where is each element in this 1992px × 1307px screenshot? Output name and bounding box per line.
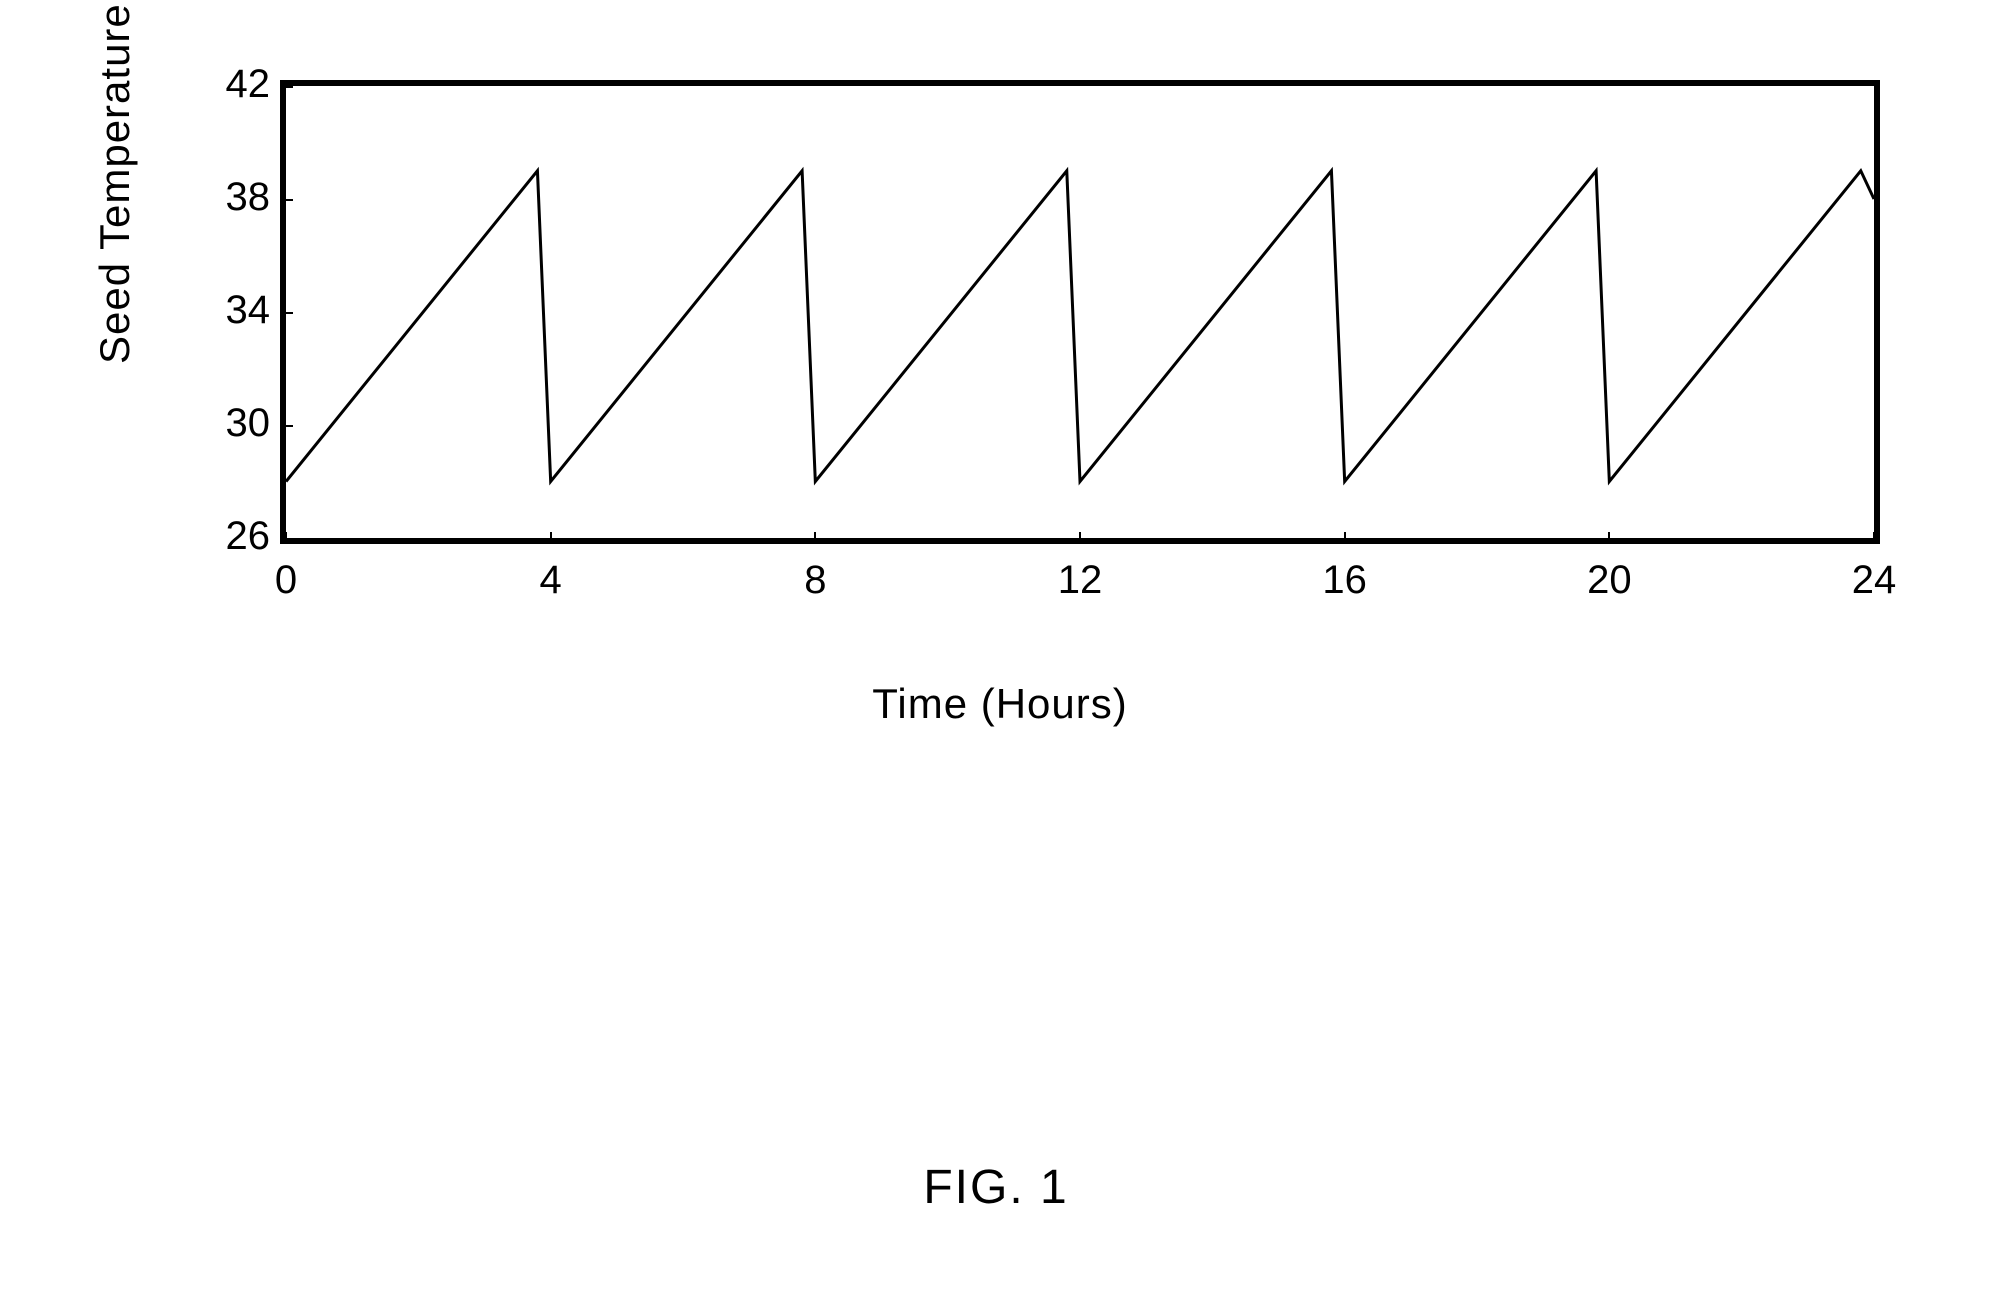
chart-line-svg — [286, 86, 1874, 538]
x-axis-label: Time (Hours) — [872, 680, 1127, 728]
figure-label: FIG. 1 — [923, 1160, 1068, 1215]
x-tick-mark — [1344, 532, 1346, 542]
y-tick-mark — [283, 312, 293, 314]
x-tick-mark — [285, 532, 287, 542]
y-tick-label: 38 — [220, 175, 270, 220]
y-tick-mark — [283, 86, 293, 88]
x-tick-label: 24 — [1852, 558, 1897, 603]
x-tick-mark — [1079, 532, 1081, 542]
y-tick-label: 42 — [220, 62, 270, 107]
chart-container: Seed Temperature 2630343842 04812162024 … — [100, 60, 1900, 760]
x-tick-mark — [550, 532, 552, 542]
x-tick-label: 4 — [540, 558, 562, 603]
x-tick-mark — [1608, 532, 1610, 542]
x-tick-label: 12 — [1058, 558, 1103, 603]
y-tick-label: 34 — [220, 288, 270, 333]
x-tick-mark — [1873, 532, 1875, 542]
y-tick-mark — [283, 199, 293, 201]
x-tick-label: 20 — [1587, 558, 1632, 603]
x-tick-label: 8 — [804, 558, 826, 603]
x-tick-label: 16 — [1322, 558, 1367, 603]
y-tick-label: 30 — [220, 401, 270, 446]
x-tick-mark — [814, 532, 816, 542]
chart-data-line — [286, 171, 1874, 482]
y-axis-label: Seed Temperature — [91, 3, 139, 364]
x-tick-label: 0 — [275, 558, 297, 603]
y-tick-mark — [283, 425, 293, 427]
plot-area — [280, 80, 1880, 544]
y-tick-label: 26 — [220, 514, 270, 559]
